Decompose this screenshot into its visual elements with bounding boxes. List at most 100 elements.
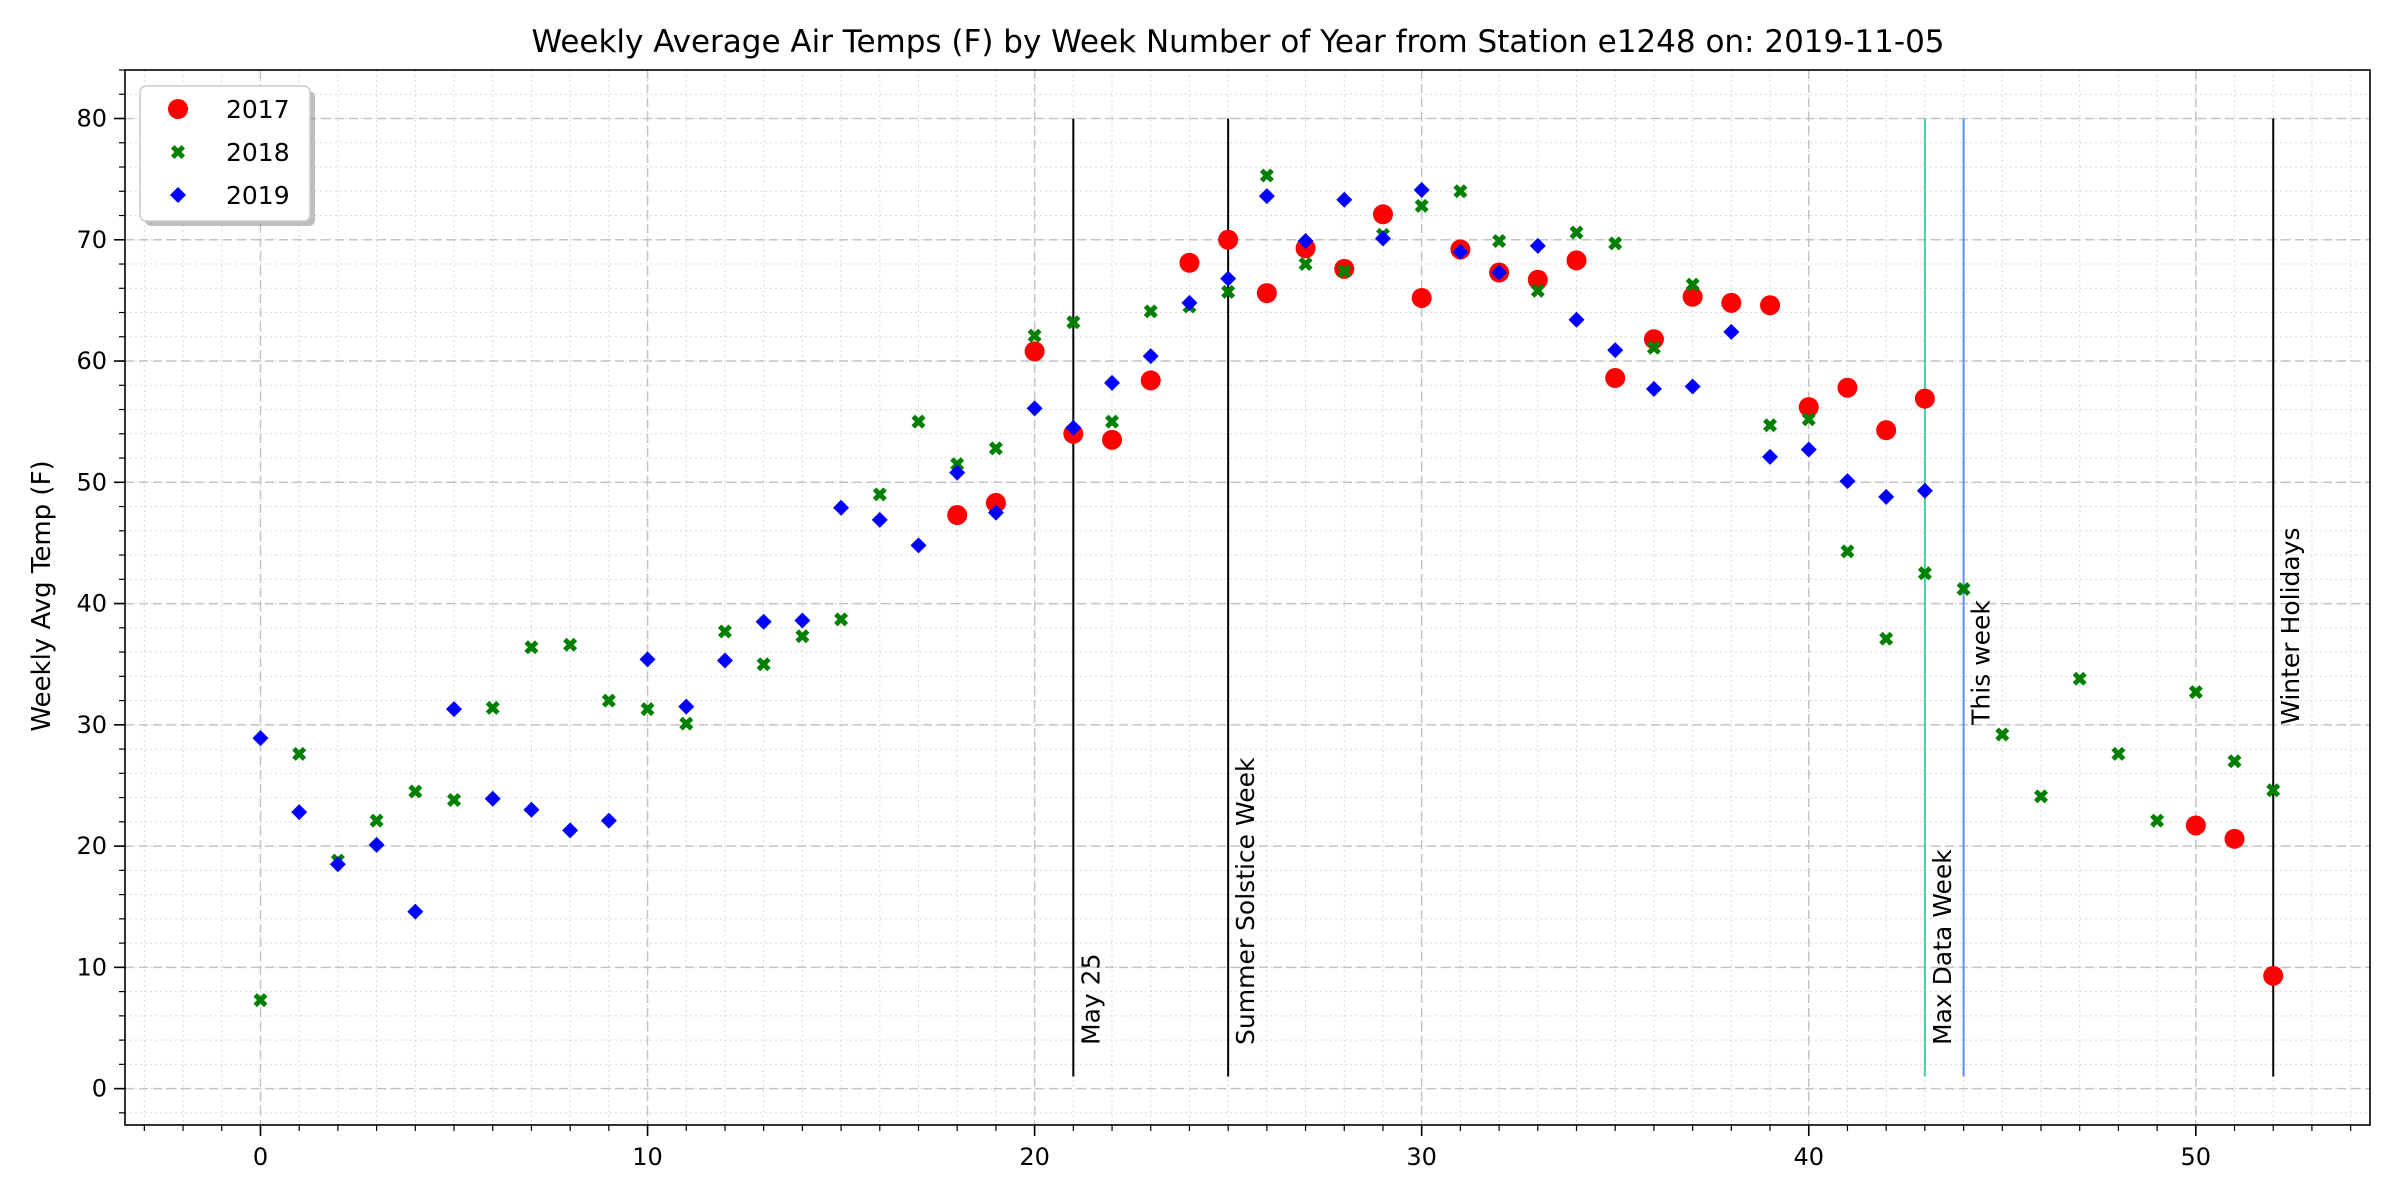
data-point [1027, 328, 1042, 343]
data-point [2072, 671, 2087, 686]
y-tick-label: 50 [76, 468, 107, 496]
data-point [447, 793, 462, 808]
data-point [1800, 441, 1817, 458]
data-point [985, 492, 1006, 513]
data-point [408, 784, 423, 799]
data-point [755, 613, 772, 630]
data-point [1646, 340, 1661, 355]
data-point [1530, 283, 1545, 298]
data-point [1143, 304, 1158, 319]
data-point [2188, 685, 2203, 700]
data-point [600, 812, 617, 829]
data-point [756, 657, 771, 672]
chart-title: Weekly Average Air Temps (F) by Week Num… [531, 24, 1944, 60]
data-point [369, 813, 384, 828]
data-point [1763, 418, 1778, 433]
data-point [1568, 311, 1585, 328]
data-points [252, 168, 2284, 1008]
data-point [1878, 488, 1895, 505]
data-point [1104, 374, 1121, 391]
legend-marker-2017 [168, 99, 188, 119]
data-point [679, 716, 694, 731]
data-point [1956, 582, 1971, 597]
data-point [1721, 292, 1742, 313]
data-point [1569, 225, 1584, 240]
data-point [1607, 342, 1624, 359]
x-tick-label: 20 [1019, 1143, 1050, 1171]
data-point [1066, 315, 1081, 330]
data-point [1645, 380, 1662, 397]
data-point [1411, 287, 1432, 308]
data-point [1374, 230, 1391, 247]
data-point [1492, 233, 1507, 248]
data-point [1297, 232, 1314, 249]
data-point [1258, 188, 1275, 205]
data-point [2266, 783, 2281, 798]
data-point [1024, 341, 1045, 362]
data-point [1372, 204, 1393, 225]
data-point [368, 836, 385, 853]
data-point [639, 651, 656, 668]
reference-line-label: Summer Solstice Week [1231, 757, 1260, 1045]
data-point [523, 801, 540, 818]
data-point [717, 624, 732, 639]
data-point [1413, 182, 1430, 199]
data-point [1876, 420, 1897, 441]
y-axis-label: Weekly Avg Temp (F) [27, 460, 57, 731]
data-point [947, 505, 968, 526]
data-point [1762, 448, 1779, 465]
data-point [1801, 412, 1816, 427]
data-point [949, 464, 966, 481]
data-point [1879, 631, 1894, 646]
plot-frame [124, 69, 2371, 1126]
data-point [1298, 257, 1313, 272]
y-tick-label: 20 [76, 832, 107, 860]
data-point [1605, 368, 1626, 389]
data-point [446, 701, 463, 718]
data-point [872, 487, 887, 502]
data-point [1840, 544, 1855, 559]
y-tick-label: 0 [92, 1075, 107, 1103]
data-point [2033, 789, 2048, 804]
data-point [601, 693, 616, 708]
legend-label-2018: 2018 [226, 138, 290, 167]
data-point [1221, 284, 1236, 299]
legend: 2017 2018 2019 [139, 85, 315, 226]
data-point [253, 993, 268, 1008]
data-point [1529, 237, 1546, 254]
legend-box [139, 85, 311, 222]
reference-line-label: Winter Holidays [2276, 527, 2305, 724]
data-point [1220, 270, 1237, 287]
y-tick-label: 60 [76, 347, 107, 375]
data-point [795, 629, 810, 644]
grid [125, 69, 2370, 1125]
data-point [1839, 473, 1856, 490]
data-point [1142, 348, 1159, 365]
data-point [1837, 377, 1858, 398]
data-point [950, 457, 965, 472]
data-point [1102, 429, 1123, 450]
data-point [1798, 397, 1819, 418]
data-point [291, 804, 308, 821]
data-point [1256, 283, 1277, 304]
y-tick-label: 80 [76, 105, 107, 133]
data-point [1527, 269, 1548, 290]
data-point [485, 700, 500, 715]
data-point [794, 612, 811, 629]
data-point [988, 441, 1003, 456]
series-2017 [947, 204, 2284, 986]
data-point [1760, 295, 1781, 316]
data-point [1337, 264, 1352, 279]
series-2019 [252, 182, 1933, 920]
data-point [407, 903, 424, 920]
data-point [2224, 828, 2245, 849]
data-point [1685, 277, 1700, 292]
data-point [1723, 323, 1740, 340]
data-point [987, 504, 1004, 521]
legend-label-2019: 2019 [226, 181, 290, 210]
data-point [1914, 388, 1935, 409]
data-point [1181, 294, 1198, 311]
data-point [1218, 229, 1239, 250]
